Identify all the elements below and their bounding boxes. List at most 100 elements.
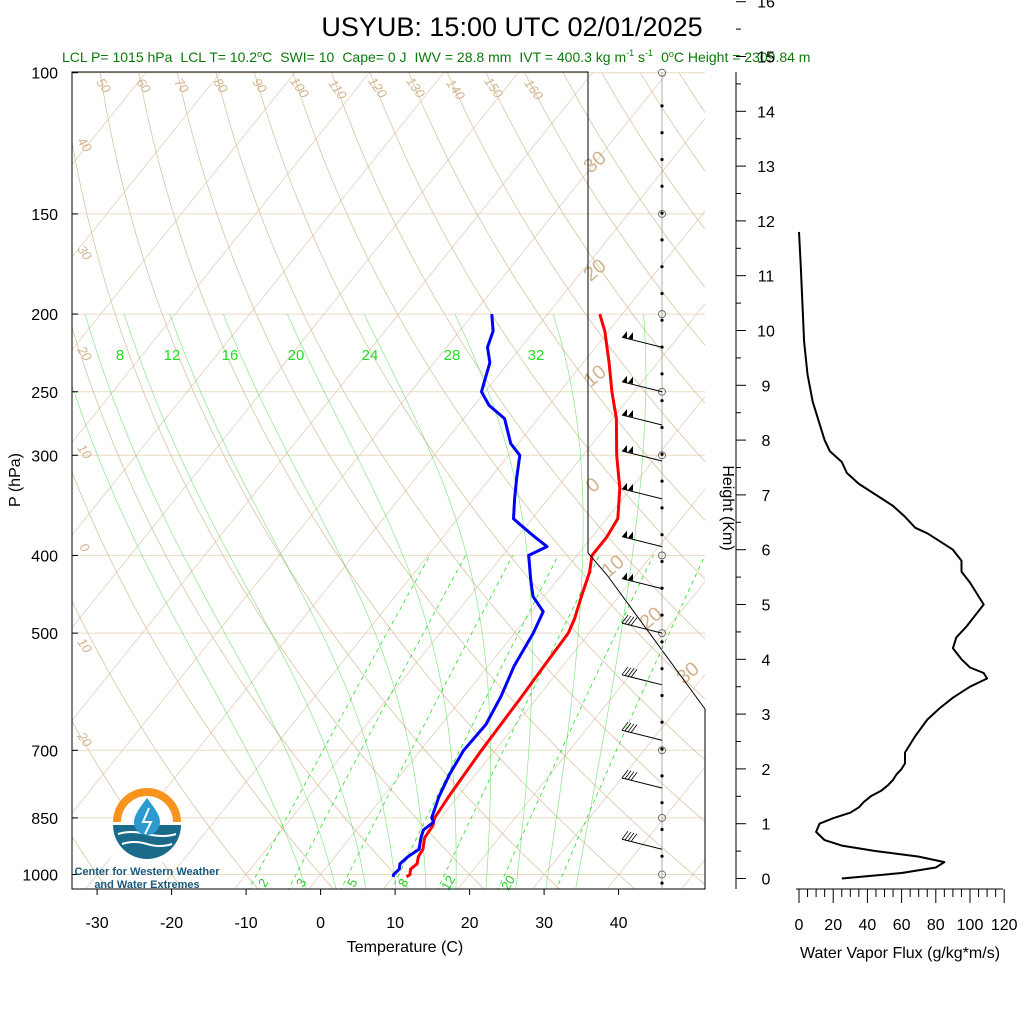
wvf-x-tick-label: 40 bbox=[859, 917, 877, 934]
wind-barb bbox=[621, 450, 663, 462]
x-tick-label: 0 bbox=[316, 915, 325, 932]
wvf-y-tick-label: 8 bbox=[762, 433, 771, 450]
mast-dot bbox=[660, 747, 664, 751]
wvf-y-tick-label: 9 bbox=[762, 378, 771, 395]
isotherm-line bbox=[72, 72, 668, 814]
dry-adiabat-label: 120 bbox=[365, 74, 390, 101]
dry-adiabat-label: 70 bbox=[171, 75, 192, 96]
dry-adiabat-line bbox=[408, 72, 705, 521]
mixing-ratio-line bbox=[556, 555, 705, 889]
wvf-y-tick-label: 6 bbox=[762, 543, 771, 560]
wvf-y-tick-label: 13 bbox=[757, 159, 775, 176]
moist-adiabat-line bbox=[123, 313, 367, 889]
wind-barb-feather bbox=[621, 769, 629, 779]
dry-adiabat-line bbox=[639, 72, 705, 172]
skewt-frame bbox=[71, 71, 706, 890]
isotherm-label: 30 bbox=[673, 658, 704, 689]
wvf-y-tick-label: 7 bbox=[762, 488, 771, 505]
dry-adiabat-label: 160 bbox=[521, 76, 546, 103]
wind-barb-flag bbox=[622, 408, 627, 416]
mast-circle bbox=[658, 209, 666, 218]
mast-circle bbox=[658, 814, 666, 822]
mast-circle bbox=[658, 746, 666, 755]
logo-drop-icon bbox=[134, 798, 160, 835]
isotherm-line bbox=[72, 72, 519, 629]
mast-dot bbox=[660, 720, 664, 724]
wvf-y-tick-label: 3 bbox=[762, 707, 771, 724]
moist-adiabat-line bbox=[454, 313, 533, 889]
wind-barb-feather bbox=[624, 770, 632, 780]
y-tick-label: 1000 bbox=[22, 868, 58, 885]
y-tick-label: 400 bbox=[31, 548, 58, 565]
swi-value: SWI= 10 bbox=[280, 49, 334, 65]
x-tick-label: 20 bbox=[461, 915, 479, 932]
x-tick-label: 30 bbox=[535, 915, 553, 932]
wind-barb-feather bbox=[624, 667, 632, 676]
wvf-y-tick-label: 1 bbox=[762, 817, 771, 834]
wind-barb-feather bbox=[621, 614, 629, 624]
wind-barb bbox=[621, 777, 663, 789]
dry-adiabat-line bbox=[72, 720, 184, 889]
y-tick-label: 500 bbox=[31, 626, 58, 643]
isotherm-line bbox=[72, 72, 594, 721]
dry-adiabat-label: 0 bbox=[76, 540, 93, 555]
x-axis-label: Temperature (C) bbox=[347, 939, 463, 956]
isotherm-line bbox=[457, 581, 705, 889]
dry-adiabat-label: 110 bbox=[326, 77, 351, 103]
mixing-ratio-line bbox=[497, 555, 654, 889]
isotherm-line bbox=[72, 72, 296, 351]
mast-circle bbox=[658, 387, 666, 396]
moist-adiabat-line bbox=[84, 314, 337, 889]
mixing-ratio-label: 8 bbox=[116, 347, 124, 364]
isotherm-line bbox=[72, 72, 221, 258]
mixing-ratio-line bbox=[437, 555, 600, 889]
mast-dot bbox=[660, 372, 664, 376]
mixing-ratio-label: 24 bbox=[362, 347, 379, 364]
wvf-x-tick-label: 100 bbox=[957, 917, 984, 934]
x-tick-label: -20 bbox=[160, 915, 183, 932]
isotherm-line bbox=[72, 72, 370, 443]
wvf-x-tick-label: 120 bbox=[991, 917, 1018, 934]
mast-dot bbox=[660, 640, 664, 644]
ivt-value: IVT = 400.3 kg m bbox=[519, 49, 626, 65]
mixing-ratio-label: 12 bbox=[438, 873, 458, 893]
mast-circle bbox=[658, 870, 666, 879]
y-tick-label: 150 bbox=[31, 207, 58, 224]
mast-dot bbox=[660, 157, 664, 162]
dry-adiabat-label: 100 bbox=[287, 74, 312, 101]
skewt-background bbox=[72, 72, 705, 889]
y-tick-label: 100 bbox=[31, 66, 58, 83]
mixing-ratio-label: 3 bbox=[293, 876, 310, 890]
mast-dot bbox=[660, 104, 664, 108]
logo-text-line2: and Water Extremes bbox=[94, 879, 199, 891]
mixing-ratio-line bbox=[248, 555, 431, 889]
dry-adiabat-label: 20 bbox=[74, 342, 96, 364]
mast-dot bbox=[660, 667, 664, 671]
dry-adiabat-line bbox=[369, 72, 705, 580]
isotherm-line bbox=[382, 488, 705, 889]
wind-barb bbox=[621, 622, 663, 634]
wind-barb bbox=[621, 729, 663, 741]
wvf-y-tick-label: 0 bbox=[762, 872, 771, 889]
dry-adiabat-line bbox=[331, 72, 705, 640]
dewpoint-profile bbox=[391, 313, 549, 878]
y-tick-label: 200 bbox=[31, 307, 58, 324]
mast-dot bbox=[660, 613, 664, 617]
wind-barb-feather bbox=[630, 724, 638, 733]
mast-dot bbox=[660, 827, 664, 832]
wind-barb-feather bbox=[621, 721, 629, 731]
mast-dot bbox=[660, 265, 664, 269]
mast-dot bbox=[660, 399, 664, 403]
dry-adiabat-line bbox=[72, 471, 334, 889]
wind-barb bbox=[621, 578, 663, 590]
dry-adiabat-label: 60 bbox=[133, 75, 154, 96]
mixing-ratio-line bbox=[340, 555, 514, 889]
dry-adiabat-label: 10 bbox=[74, 441, 95, 462]
cape-value: Cape= 0 J bbox=[342, 49, 406, 65]
dry-adiabat-label: 30 bbox=[74, 242, 95, 263]
wind-barb-feather bbox=[630, 833, 638, 842]
mixing-ratio-label: 16 bbox=[222, 347, 239, 364]
y-tick-label: 700 bbox=[31, 743, 58, 760]
chart-subtitle: LCL P= 1015 hPa LCL T= 10.2oC SWI= 10 Cape=… bbox=[62, 48, 810, 65]
